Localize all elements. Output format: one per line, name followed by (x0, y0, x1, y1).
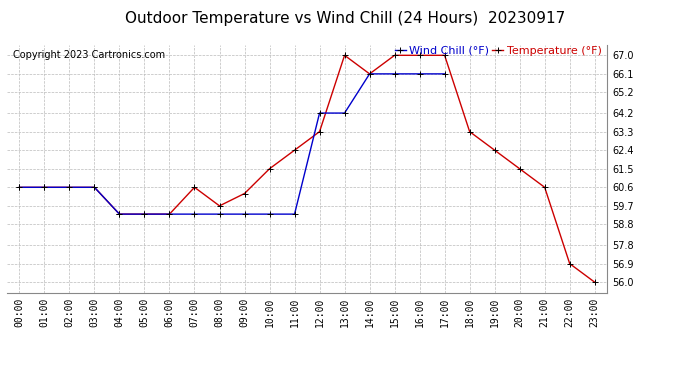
Text: Copyright 2023 Cartronics.com: Copyright 2023 Cartronics.com (13, 50, 165, 60)
Legend: Wind Chill (°F), Temperature (°F): Wind Chill (°F), Temperature (°F) (395, 46, 602, 56)
Text: Outdoor Temperature vs Wind Chill (24 Hours)  20230917: Outdoor Temperature vs Wind Chill (24 Ho… (125, 11, 565, 26)
